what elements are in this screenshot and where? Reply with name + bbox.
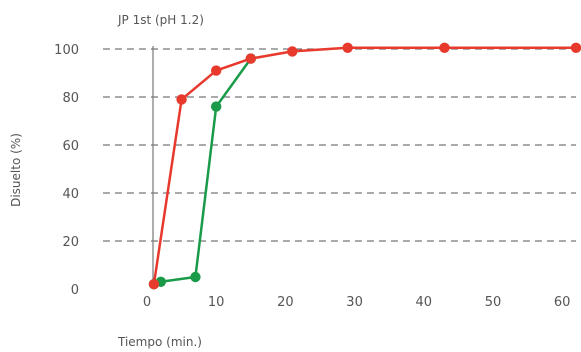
data-point bbox=[210, 101, 222, 112]
x-tick-label: 40 bbox=[416, 295, 433, 310]
y-tick-label: 0 bbox=[71, 283, 79, 298]
y-tick-label: 80 bbox=[62, 91, 79, 106]
data-point bbox=[210, 65, 222, 76]
data-point bbox=[190, 271, 201, 283]
series-lines bbox=[152, 46, 576, 286]
data-point bbox=[342, 42, 353, 53]
data-point bbox=[176, 94, 187, 105]
series-line-1 bbox=[153, 57, 252, 286]
x-tick-label: 0 bbox=[143, 295, 151, 310]
data-point bbox=[287, 46, 298, 57]
chart-title: JP 1st (pH 1.2) bbox=[117, 13, 204, 27]
x-tick-label: 60 bbox=[554, 295, 571, 310]
axes: 0 20 40 60 80 100 0 10 20 30 40 50 60 bbox=[54, 43, 570, 310]
data-points bbox=[148, 42, 581, 290]
data-point bbox=[570, 42, 581, 53]
y-tick-label: 40 bbox=[62, 187, 79, 202]
data-point bbox=[439, 42, 450, 53]
x-tick-label: 20 bbox=[277, 295, 294, 310]
x-tick-label: 10 bbox=[208, 295, 225, 310]
y-axis-label: Disuelto (%) bbox=[9, 133, 23, 207]
data-point bbox=[245, 53, 256, 64]
series-line-2 bbox=[152, 46, 576, 285]
y-tick-label: 60 bbox=[62, 139, 79, 154]
y-tick-label: 20 bbox=[62, 235, 79, 250]
y-tick-label: 100 bbox=[54, 43, 79, 58]
data-point bbox=[148, 279, 160, 290]
x-axis-label: Tiempo (min.) bbox=[117, 335, 202, 349]
x-tick-label: 50 bbox=[485, 295, 502, 310]
x-tick-label: 30 bbox=[346, 295, 363, 310]
